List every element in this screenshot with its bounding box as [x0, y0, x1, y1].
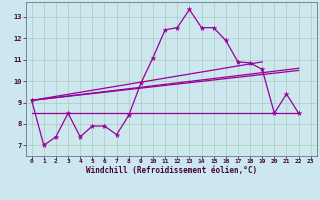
- X-axis label: Windchill (Refroidissement éolien,°C): Windchill (Refroidissement éolien,°C): [86, 166, 257, 175]
